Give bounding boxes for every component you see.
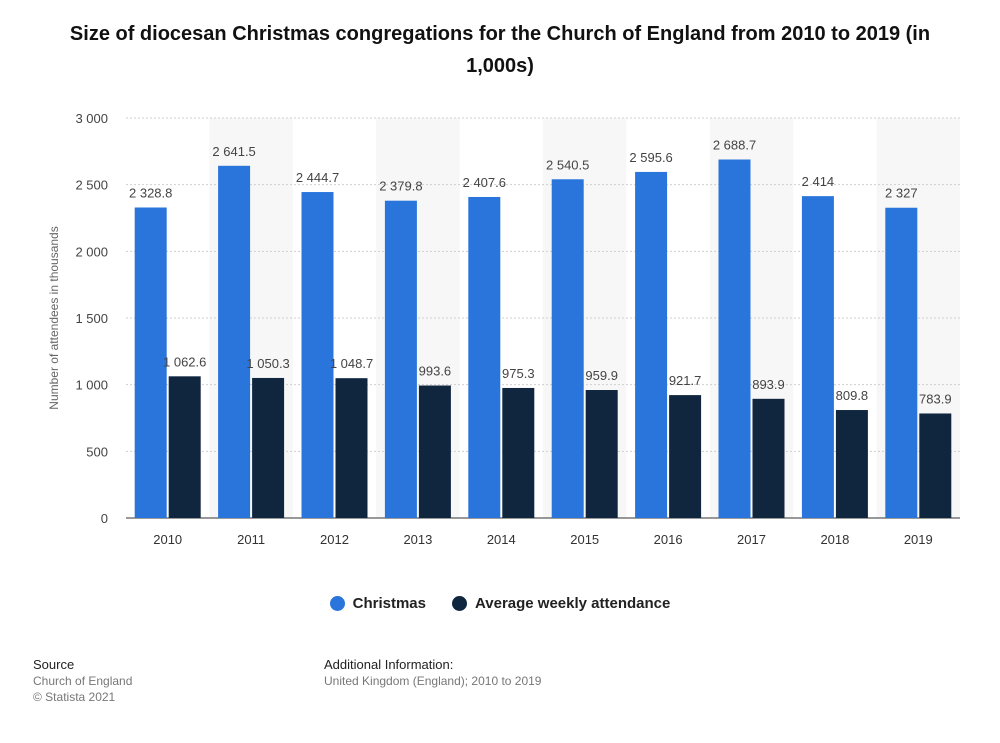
legend-item-christmas[interactable]: Christmas [329, 595, 426, 612]
y-tick-label: 2 500 [75, 178, 108, 193]
source-heading: Source [33, 657, 75, 672]
legend-label: Average weekly attendance [474, 595, 671, 612]
source-link[interactable]: Church of England [33, 674, 133, 688]
bar-average-weekly [335, 378, 368, 518]
data-label: 2 328.8 [129, 185, 172, 200]
data-label: 959.9 [585, 368, 618, 383]
additional-info-block: Additional Information: United Kingdom (… [324, 657, 541, 689]
data-label: 809.8 [836, 388, 869, 403]
legend-dot-icon [451, 596, 467, 611]
x-tick-label: 2018 [820, 532, 849, 547]
chart-legend: Christmas Average weekly attendance [0, 595, 1000, 612]
y-tick-label: 2 000 [75, 244, 108, 259]
bar-christmas [718, 159, 751, 519]
x-tick-label: 2012 [320, 532, 349, 547]
x-tick-label: 2010 [153, 532, 182, 547]
data-label: 975.3 [502, 366, 535, 381]
data-label: 2 327 [885, 186, 918, 201]
bar-christmas [468, 196, 501, 518]
bar-christmas [384, 200, 417, 518]
data-label: 2 540.5 [546, 157, 589, 172]
y-tick-label: 500 [86, 444, 108, 459]
bar-christmas [885, 207, 918, 518]
legend-dot-icon [329, 596, 345, 611]
y-tick-label: 1 500 [75, 311, 108, 326]
legend-item-average-weekly[interactable]: Average weekly attendance [451, 595, 671, 612]
y-tick-label: 1 000 [75, 378, 108, 393]
bar-average-weekly [752, 398, 785, 518]
bar-christmas [134, 207, 167, 518]
x-tick-label: 2011 [237, 532, 265, 547]
legend-label: Christmas [352, 595, 426, 612]
bar-average-weekly [919, 413, 952, 518]
y-tick-label: 0 [101, 511, 108, 526]
bar-christmas [801, 196, 834, 518]
x-tick-label: 2017 [737, 532, 766, 547]
data-label: 993.6 [419, 364, 452, 379]
bar-chart: 0 500 1 000 1 500 2 000 2 500 3 000 Number of a… [47, 111, 960, 547]
bar-average-weekly [252, 377, 285, 518]
x-tick-label: 2014 [487, 532, 516, 547]
bar-average-weekly [502, 387, 535, 518]
data-label: 2 407.6 [463, 175, 506, 190]
bar-christmas [301, 192, 334, 518]
data-label: 2 379.8 [379, 179, 422, 194]
data-label: 1 048.7 [330, 356, 373, 371]
bar-average-weekly [418, 385, 451, 518]
data-label: 1 050.3 [246, 356, 289, 371]
bar-christmas [218, 165, 251, 519]
data-label: 2 641.5 [212, 144, 255, 159]
y-axis-title: Number of attendees in thousands [47, 226, 61, 409]
copyright-text: © Statista 2021 [33, 690, 116, 704]
data-label: 783.9 [919, 391, 952, 406]
source-block: Source Church of England © Statista 2021 [33, 657, 132, 705]
x-tick-label: 2013 [403, 532, 432, 547]
x-tick-label: 2015 [570, 532, 599, 547]
y-tick-label: 3 000 [75, 111, 108, 126]
additional-info-text: United Kingdom (England); 2010 to 2019 [324, 674, 542, 688]
x-tick-label: 2016 [654, 532, 683, 547]
data-label: 893.9 [752, 377, 785, 392]
bar-average-weekly [835, 410, 868, 518]
data-label: 2 688.7 [713, 138, 756, 153]
data-label: 2 595.6 [629, 150, 672, 165]
bar-average-weekly [585, 390, 618, 518]
data-label: 1 062.6 [163, 354, 206, 369]
data-label: 2 414 [802, 174, 835, 189]
chart-title: Size of diocesan Christmas congregations… [69, 23, 931, 77]
bar-average-weekly [669, 395, 702, 518]
bar-average-weekly [168, 376, 201, 518]
data-label: 921.7 [669, 373, 702, 388]
bar-christmas [551, 179, 584, 518]
x-tick-label: 2019 [904, 532, 933, 547]
additional-info-heading: Additional Information: [324, 657, 454, 672]
bar-christmas [635, 171, 668, 519]
data-label: 2 444.7 [296, 170, 339, 185]
